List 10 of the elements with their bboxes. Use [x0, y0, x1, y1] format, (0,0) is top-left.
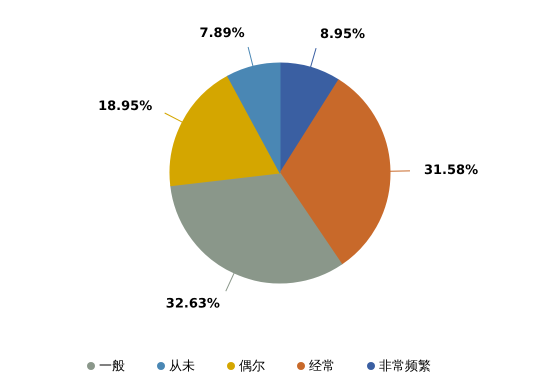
- legend-label: 从未: [169, 359, 195, 374]
- data-label: 18.95%: [98, 99, 152, 114]
- legend-label: 一般: [99, 359, 125, 374]
- data-label: 7.89%: [200, 26, 245, 41]
- legend-label: 偶尔: [239, 359, 265, 374]
- legend-label: 经常: [309, 359, 335, 374]
- data-label: 32.63%: [166, 296, 220, 312]
- data-label: 8.95%: [320, 27, 366, 42]
- legend-label: 非常频繁: [379, 359, 431, 374]
- data-label: 31.58%: [424, 163, 478, 178]
